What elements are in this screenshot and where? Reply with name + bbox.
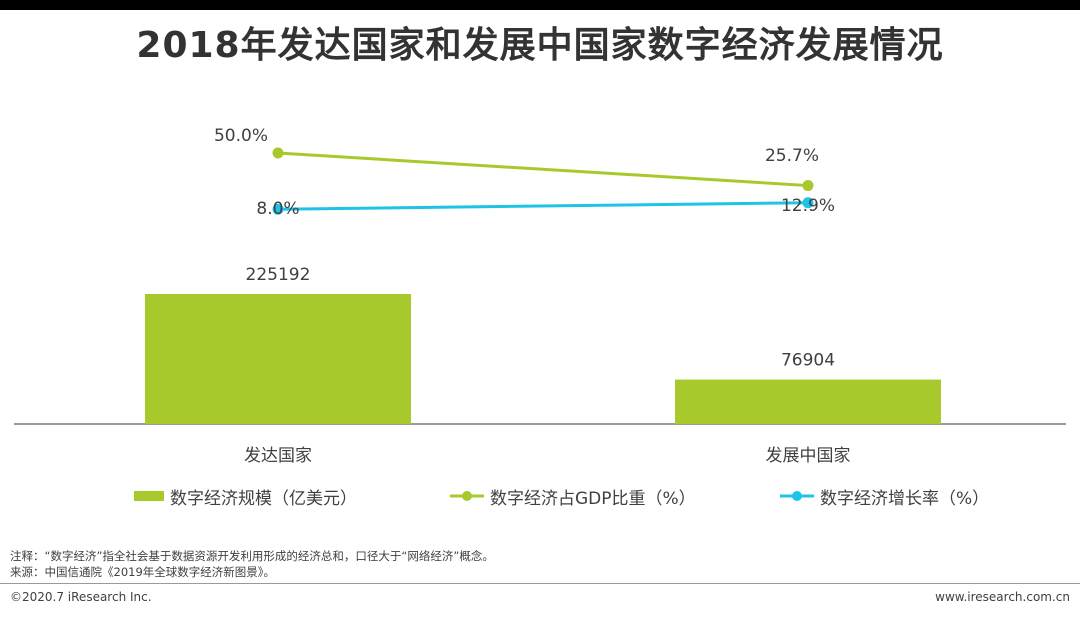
gdp-line [277, 151, 809, 188]
legend-growth-line-swatch [780, 491, 814, 501]
gdp-value-label-1: 50.0% [214, 126, 268, 146]
legend-gdp-line-swatch [450, 491, 484, 501]
bar-value-label-1: 225192 [246, 265, 311, 285]
growth-value-label-1: 8.0% [256, 199, 299, 219]
bar-value-label-2: 76904 [781, 351, 835, 371]
footer-divider [0, 583, 1080, 584]
gdp-value-label-2: 25.7% [765, 146, 819, 166]
legend-item-scale: 数字经济规模（亿美元） [134, 484, 357, 509]
bar-2 [675, 379, 941, 424]
chart-title: 2018年发达国家和发展中国家数字经济发展情况 [136, 25, 944, 66]
source-text: 来源：中国信通院《2019年全球数字经济新图景》。 [10, 565, 276, 579]
legend-bar-swatch [134, 491, 164, 501]
growth-line [277, 201, 809, 211]
notes: 注释：“数字经济”指全社会基于数据资源开发利用形成的经济总和，口径大于“网络经济… [10, 548, 494, 580]
note-text: 注释：“数字经济”指全社会基于数据资源开发利用形成的经济总和，口径大于“网络经济… [10, 549, 494, 563]
growth-value-label-2: 12.9% [781, 196, 835, 216]
gdp-point-1 [272, 147, 284, 159]
legend-label-gdp-share: 数字经济占GDP比重（%） [490, 488, 696, 509]
legend-item-gdp-share: 数字经济占GDP比重（%） [450, 484, 696, 509]
bar-1 [145, 294, 411, 424]
legend-label-scale: 数字经济规模（亿美元） [170, 488, 357, 509]
legend-label-growth: 数字经济增长率（%） [820, 488, 990, 509]
legend: 数字经济规模（亿美元） 数字经济占GDP比重（%） 数字经济增长率（%） [0, 484, 1080, 509]
category-label-2: 发展中国家 [766, 446, 851, 466]
category-label-1: 发达国家 [244, 446, 312, 466]
legend-item-growth: 数字经济增长率（%） [780, 484, 990, 509]
footer-copyright: ©2020.7 iResearch Inc. [10, 590, 152, 604]
footer-website: www.iresearch.com.cn [935, 590, 1070, 604]
gdp-point-2 [802, 180, 814, 192]
growth-point-1 [272, 203, 284, 215]
growth-point-2 [802, 197, 814, 209]
